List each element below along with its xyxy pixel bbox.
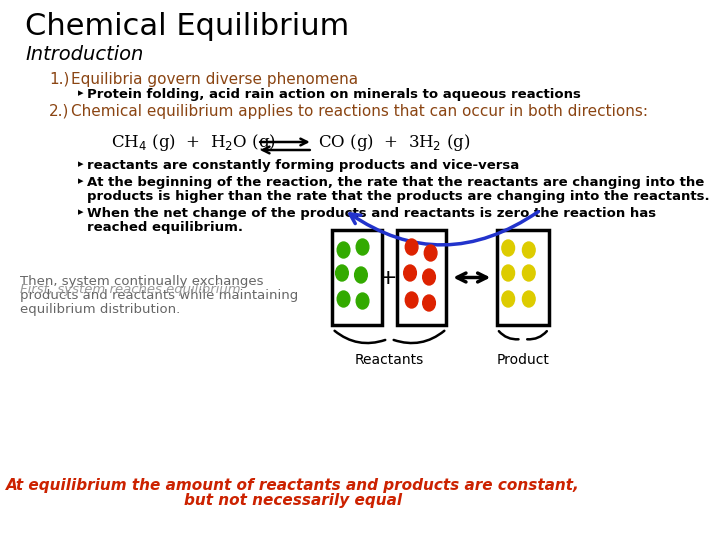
- Circle shape: [405, 292, 418, 308]
- Text: ▸: ▸: [78, 207, 84, 217]
- Text: At the beginning of the reaction, the rate that the reactants are changing into : At the beginning of the reaction, the ra…: [87, 176, 704, 189]
- Text: ▸: ▸: [78, 176, 84, 186]
- Text: Chemical Equilibrium: Chemical Equilibrium: [25, 12, 349, 41]
- Circle shape: [405, 239, 418, 255]
- Circle shape: [502, 265, 515, 281]
- Circle shape: [336, 265, 348, 281]
- Text: Then, system continually exchanges: Then, system continually exchanges: [19, 275, 264, 288]
- Text: At equilibrium the amount of reactants and products are constant,: At equilibrium the amount of reactants a…: [6, 478, 580, 493]
- Text: 1.): 1.): [49, 72, 69, 87]
- Text: CH$_4$ (g)  +  H$_2$O (g): CH$_4$ (g) + H$_2$O (g): [111, 132, 276, 153]
- Text: reached equilibrium.: reached equilibrium.: [87, 221, 243, 234]
- Circle shape: [404, 265, 416, 281]
- Text: First, system reaches equilibrium: First, system reaches equilibrium: [19, 283, 240, 296]
- Circle shape: [356, 239, 369, 255]
- Circle shape: [502, 240, 515, 256]
- Circle shape: [523, 265, 535, 281]
- Circle shape: [424, 245, 437, 261]
- Text: but not necessarily equal: but not necessarily equal: [184, 493, 402, 508]
- Circle shape: [423, 269, 436, 285]
- Bar: [333, 230, 382, 325]
- Text: Equilibria govern diverse phenomena: Equilibria govern diverse phenomena: [71, 72, 359, 87]
- Circle shape: [502, 291, 515, 307]
- Circle shape: [523, 242, 535, 258]
- Text: Introduction: Introduction: [25, 45, 144, 64]
- Bar: [497, 230, 549, 325]
- Text: Protein folding, acid rain action on minerals to aqueous reactions: Protein folding, acid rain action on min…: [87, 88, 581, 101]
- Text: ▸: ▸: [78, 88, 84, 98]
- Text: ▸: ▸: [78, 159, 84, 169]
- Text: 2.): 2.): [49, 104, 69, 119]
- Bar: [397, 230, 446, 325]
- Circle shape: [423, 295, 436, 311]
- Text: products is higher than the rate that the products are changing into the reactan: products is higher than the rate that th…: [87, 190, 710, 203]
- Text: Reactants: Reactants: [355, 353, 424, 367]
- Text: +: +: [379, 267, 397, 287]
- Text: CO (g)  +  3H$_2$ (g): CO (g) + 3H$_2$ (g): [318, 132, 470, 153]
- Text: reactants are constantly forming products and vice-versa: reactants are constantly forming product…: [87, 159, 519, 172]
- Text: Chemical equilibrium applies to reactions that can occur in both directions:: Chemical equilibrium applies to reaction…: [71, 104, 648, 119]
- Text: When the net change of the products and reactants is zero the reaction has: When the net change of the products and …: [87, 207, 656, 220]
- Circle shape: [523, 291, 535, 307]
- Circle shape: [356, 293, 369, 309]
- Text: equilibrium distribution.: equilibrium distribution.: [19, 303, 180, 316]
- Text: Product: Product: [496, 353, 549, 367]
- Text: products and reactants while maintaining: products and reactants while maintaining: [19, 289, 298, 302]
- Circle shape: [337, 242, 350, 258]
- Circle shape: [337, 291, 350, 307]
- Circle shape: [355, 267, 367, 283]
